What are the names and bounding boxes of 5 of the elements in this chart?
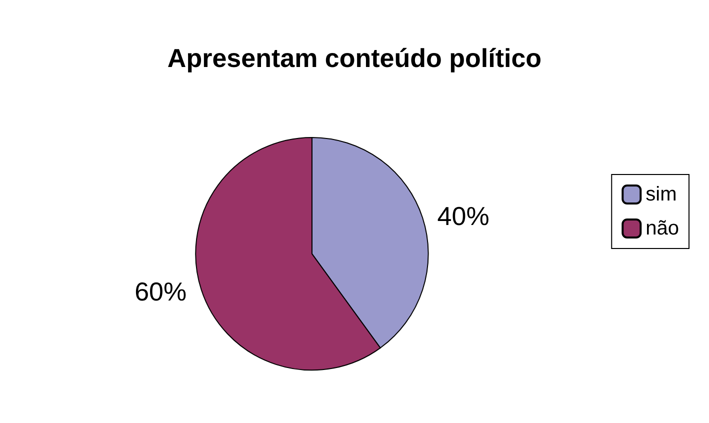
chart-title: Apresentam conteúdo político: [167, 43, 542, 73]
data-label: 40%: [437, 201, 490, 231]
legend-label: não: [646, 218, 680, 240]
legend-label: sim: [646, 184, 677, 206]
data-label: 60%: [134, 276, 187, 307]
